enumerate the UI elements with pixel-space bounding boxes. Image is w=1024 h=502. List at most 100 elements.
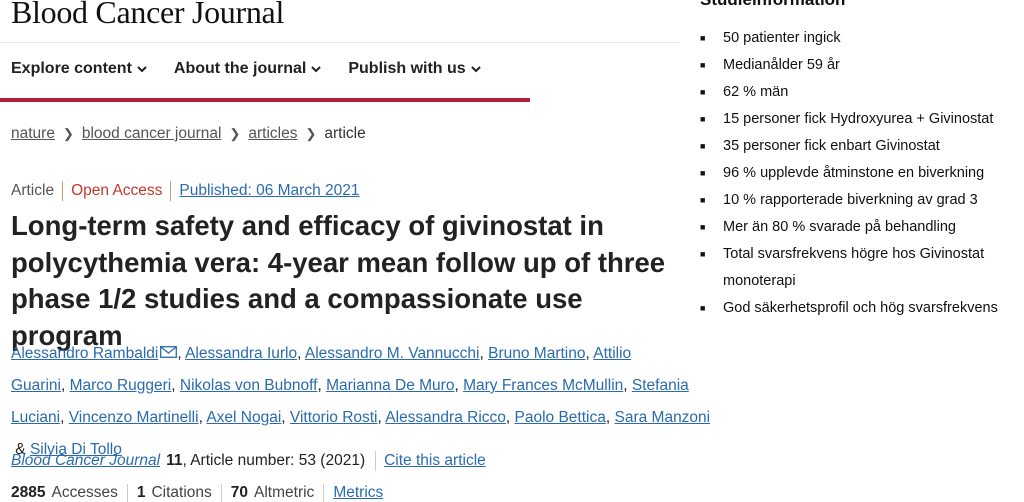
- author-separator: ,: [605, 409, 615, 426]
- chevron-right-icon: ❯: [62, 126, 74, 141]
- author-separator: ,: [377, 409, 386, 426]
- citation-journal-link[interactable]: Blood Cancer Journal: [11, 452, 161, 469]
- study-info-title: Studieinformation: [700, 0, 845, 10]
- study-info-text: 50 patienter ingick: [723, 30, 841, 46]
- bullet-icon: ■: [700, 33, 706, 43]
- study-info-item: ■ 10 % rapporterade biverkning av grad 3: [700, 187, 1020, 214]
- breadcrumb: nature ❯ blood cancer journal ❯ articles…: [11, 125, 366, 143]
- author-link[interactable]: Bruno Martino: [488, 345, 586, 362]
- breadcrumb-journal[interactable]: blood cancer journal: [81, 125, 222, 142]
- author-link[interactable]: Alessandro M. Vannucchi: [304, 345, 480, 362]
- meta-divider: [170, 181, 172, 201]
- citation-volume: 11: [166, 452, 183, 469]
- author-link[interactable]: Alessandra Iurlo: [185, 345, 298, 362]
- author-link[interactable]: Axel Nogai: [206, 409, 282, 426]
- study-info-item: ■ 96 % upplevde åtminstone en biverkning: [700, 160, 1020, 187]
- author-link[interactable]: Paolo Bettica: [514, 409, 606, 426]
- study-info-item: ■ 15 personer fick Hydroxyurea + Givinost…: [700, 106, 1020, 133]
- author-separator: ,: [60, 409, 69, 426]
- bullet-icon: ■: [700, 114, 706, 124]
- author-separator: ,: [177, 345, 186, 362]
- citation-divider: [375, 451, 377, 471]
- study-info-item: ■ Medianålder 59 år: [700, 52, 1020, 79]
- article-meta: Article Open Access Published: 06 March …: [11, 181, 360, 201]
- nav-about-journal[interactable]: About the journal: [173, 60, 322, 78]
- cite-this-article-link[interactable]: Cite this article: [384, 452, 486, 469]
- nav-about-label: About the journal: [173, 60, 307, 77]
- author-link[interactable]: Mary Frances McMullin: [463, 377, 624, 394]
- author-link[interactable]: Vincenzo Martinelli: [68, 409, 199, 426]
- bullet-icon: ■: [700, 222, 706, 232]
- author-link[interactable]: Attilio Guarini: [11, 345, 632, 394]
- altmetric-count: 70: [230, 484, 249, 501]
- author-link[interactable]: Alessandro Rambaldi: [11, 345, 159, 362]
- metrics-divider: [323, 484, 325, 502]
- metrics-divider: [220, 484, 222, 502]
- metrics-link[interactable]: Metrics: [333, 484, 384, 501]
- accesses-label: Accesses: [51, 484, 118, 501]
- study-info-item: ■ God säkerhetsprofil och hög svarsfrekve…: [700, 295, 1020, 322]
- author-link[interactable]: Sara Manzoni: [614, 409, 711, 426]
- study-info-item: ■ 62 % män: [700, 79, 1020, 106]
- study-info-item: ■ 35 personer fick enbart Givinostat: [700, 133, 1020, 160]
- author-separator: ,: [297, 345, 305, 362]
- article-type: Article: [11, 182, 55, 199]
- study-info-list: ■ 50 patienter ingick ■ Medianålder 59 år ■ 6…: [700, 25, 1020, 322]
- author-link[interactable]: Vittorio Rosti: [289, 409, 378, 426]
- breadcrumb-nature[interactable]: nature: [11, 125, 55, 142]
- study-info-item: ■ Mer än 80 % svarade på behandling: [700, 214, 1020, 241]
- main-nav: Explore content About the journal Publis…: [11, 60, 481, 78]
- author-separator: &: [11, 441, 30, 458]
- bullet-icon: ■: [700, 249, 706, 259]
- author-link[interactable]: Stefania Luciani: [11, 377, 689, 426]
- open-access-badge: Open Access: [71, 182, 163, 199]
- nav-publish-label: Publish with us: [348, 60, 466, 77]
- study-info-text: 62 % män: [723, 84, 789, 100]
- chevron-right-icon: ❯: [305, 126, 317, 141]
- author-link[interactable]: Silvia Di Tollo: [29, 441, 122, 458]
- author-separator: ,: [454, 377, 464, 394]
- study-info-text: Mer än 80 % svarade på behandling: [723, 219, 956, 235]
- article-metrics: 2885 Accesses 1 Citations 70 Altmetric M…: [11, 484, 383, 502]
- altmetric-label: Altmetric: [254, 484, 315, 501]
- author-link[interactable]: Alessandra Ricco: [385, 409, 506, 426]
- author-link[interactable]: Nikolas von Bubnoff: [179, 377, 318, 394]
- bullet-icon: ■: [700, 168, 706, 178]
- citation-details: , Article number: 53 (2021): [182, 452, 366, 469]
- breadcrumb-articles[interactable]: articles: [248, 125, 298, 142]
- author-separator: ,: [623, 377, 632, 394]
- mail-icon[interactable]: [160, 346, 178, 358]
- author-separator: ,: [317, 377, 327, 394]
- meta-divider: [62, 181, 64, 201]
- study-info-item: ■ 50 patienter ingick: [700, 25, 1020, 52]
- chevron-down-icon: [137, 66, 147, 73]
- journal-logo[interactable]: Blood Cancer Journal: [11, 0, 285, 30]
- author-separator: ,: [281, 409, 290, 426]
- citations-count: 1: [136, 484, 146, 501]
- accesses-count: 2885: [11, 484, 46, 501]
- published-date-link[interactable]: Published: 06 March 2021: [179, 182, 360, 199]
- author-link[interactable]: Marco Ruggeri: [69, 377, 172, 394]
- bullet-icon: ■: [700, 141, 706, 151]
- bullet-icon: ■: [700, 60, 706, 70]
- study-info-text: 35 personer fick enbart Givinostat: [723, 138, 940, 154]
- nav-publish-with-us[interactable]: Publish with us: [348, 60, 481, 78]
- article-title: Long-term safety and efficacy of givinos…: [11, 210, 666, 351]
- study-info-text: Medianålder 59 år: [723, 57, 840, 73]
- bullet-icon: ■: [700, 195, 706, 205]
- study-info-text: 10 % rapporterade biverkning av grad 3: [723, 192, 978, 208]
- author-link[interactable]: Marianna De Muro: [326, 377, 455, 394]
- nav-explore-content[interactable]: Explore content: [11, 60, 147, 78]
- accent-rule: [0, 98, 530, 102]
- citations-label: Citations: [151, 484, 212, 501]
- bullet-icon: ■: [700, 303, 706, 313]
- author-list: Alessandro Rambaldi, Alessandra Iurlo, A…: [11, 338, 711, 466]
- chevron-down-icon: [470, 66, 481, 73]
- author-separator: ,: [60, 377, 70, 394]
- author-separator: ,: [585, 345, 594, 362]
- study-info-text: 15 personer fick Hydroxyurea + Givinosta…: [723, 111, 994, 127]
- author-separator: ,: [198, 409, 207, 426]
- breadcrumb-current: article: [324, 125, 366, 142]
- header-divider: [0, 42, 680, 43]
- study-info-text: 96 % upplevde åtminstone en biverkning: [723, 165, 985, 181]
